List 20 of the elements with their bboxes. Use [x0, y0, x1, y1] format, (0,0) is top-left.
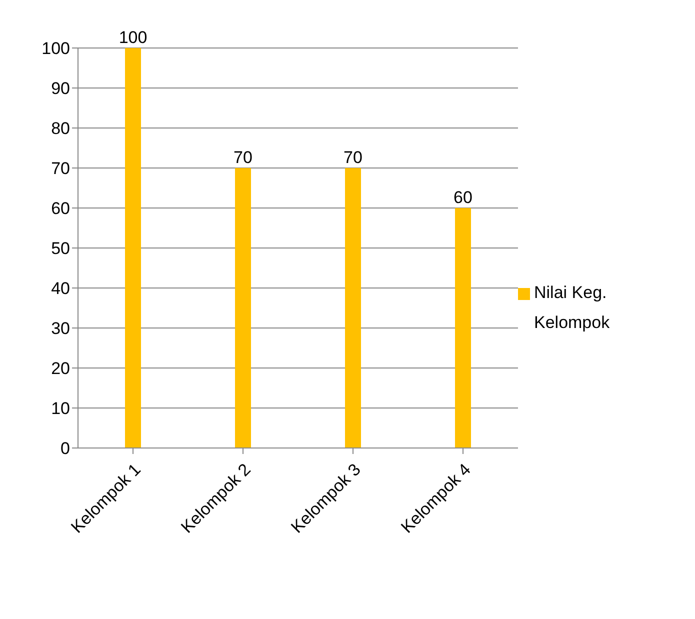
y-tick-label: 90 — [51, 79, 70, 98]
bar — [125, 48, 141, 448]
bar — [455, 208, 471, 448]
data-label: 70 — [234, 148, 252, 167]
y-tick-label: 50 — [51, 239, 70, 258]
y-tick-label: 20 — [51, 359, 70, 378]
y-tick-label: 80 — [51, 119, 70, 138]
y-tick-label: 30 — [51, 319, 70, 338]
data-label: 60 — [454, 188, 472, 207]
legend-label: Nilai Keg. Kelompok — [534, 282, 611, 334]
bar — [345, 168, 361, 448]
bar — [235, 168, 251, 448]
data-label: 70 — [344, 148, 362, 167]
y-tick-label: 100 — [42, 39, 70, 58]
y-tick-label: 60 — [51, 199, 70, 218]
y-tick-label: 70 — [51, 159, 70, 178]
y-tick-label: 10 — [51, 399, 70, 418]
y-tick-label: 40 — [51, 279, 70, 298]
y-tick-label: 0 — [60, 439, 70, 458]
data-label: 100 — [118, 28, 148, 47]
